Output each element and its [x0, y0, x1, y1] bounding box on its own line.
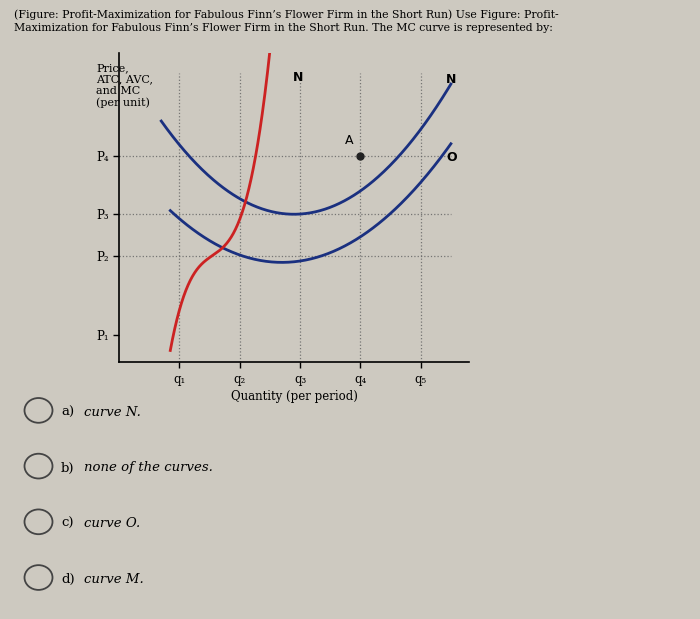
- Text: A: A: [345, 134, 354, 147]
- X-axis label: Quantity (per period): Quantity (per period): [230, 390, 358, 403]
- Text: Price,
ATC, AVC,
and MC
(per unit): Price, ATC, AVC, and MC (per unit): [96, 63, 153, 108]
- Text: curve O.: curve O.: [84, 517, 140, 530]
- Text: curve N.: curve N.: [84, 405, 141, 419]
- Text: curve M.: curve M.: [84, 573, 144, 586]
- Text: a): a): [61, 405, 74, 419]
- Text: N: N: [293, 71, 303, 84]
- Text: (Figure: Profit-Maximization for Fabulous Finn’s Flower Firm in the Short Run) U: (Figure: Profit-Maximization for Fabulou…: [14, 9, 559, 33]
- Text: c): c): [61, 517, 74, 530]
- Text: d): d): [61, 573, 74, 586]
- Text: b): b): [61, 461, 74, 475]
- Text: none of the curves.: none of the curves.: [84, 461, 213, 475]
- Text: O: O: [446, 152, 456, 165]
- Text: N: N: [446, 72, 456, 85]
